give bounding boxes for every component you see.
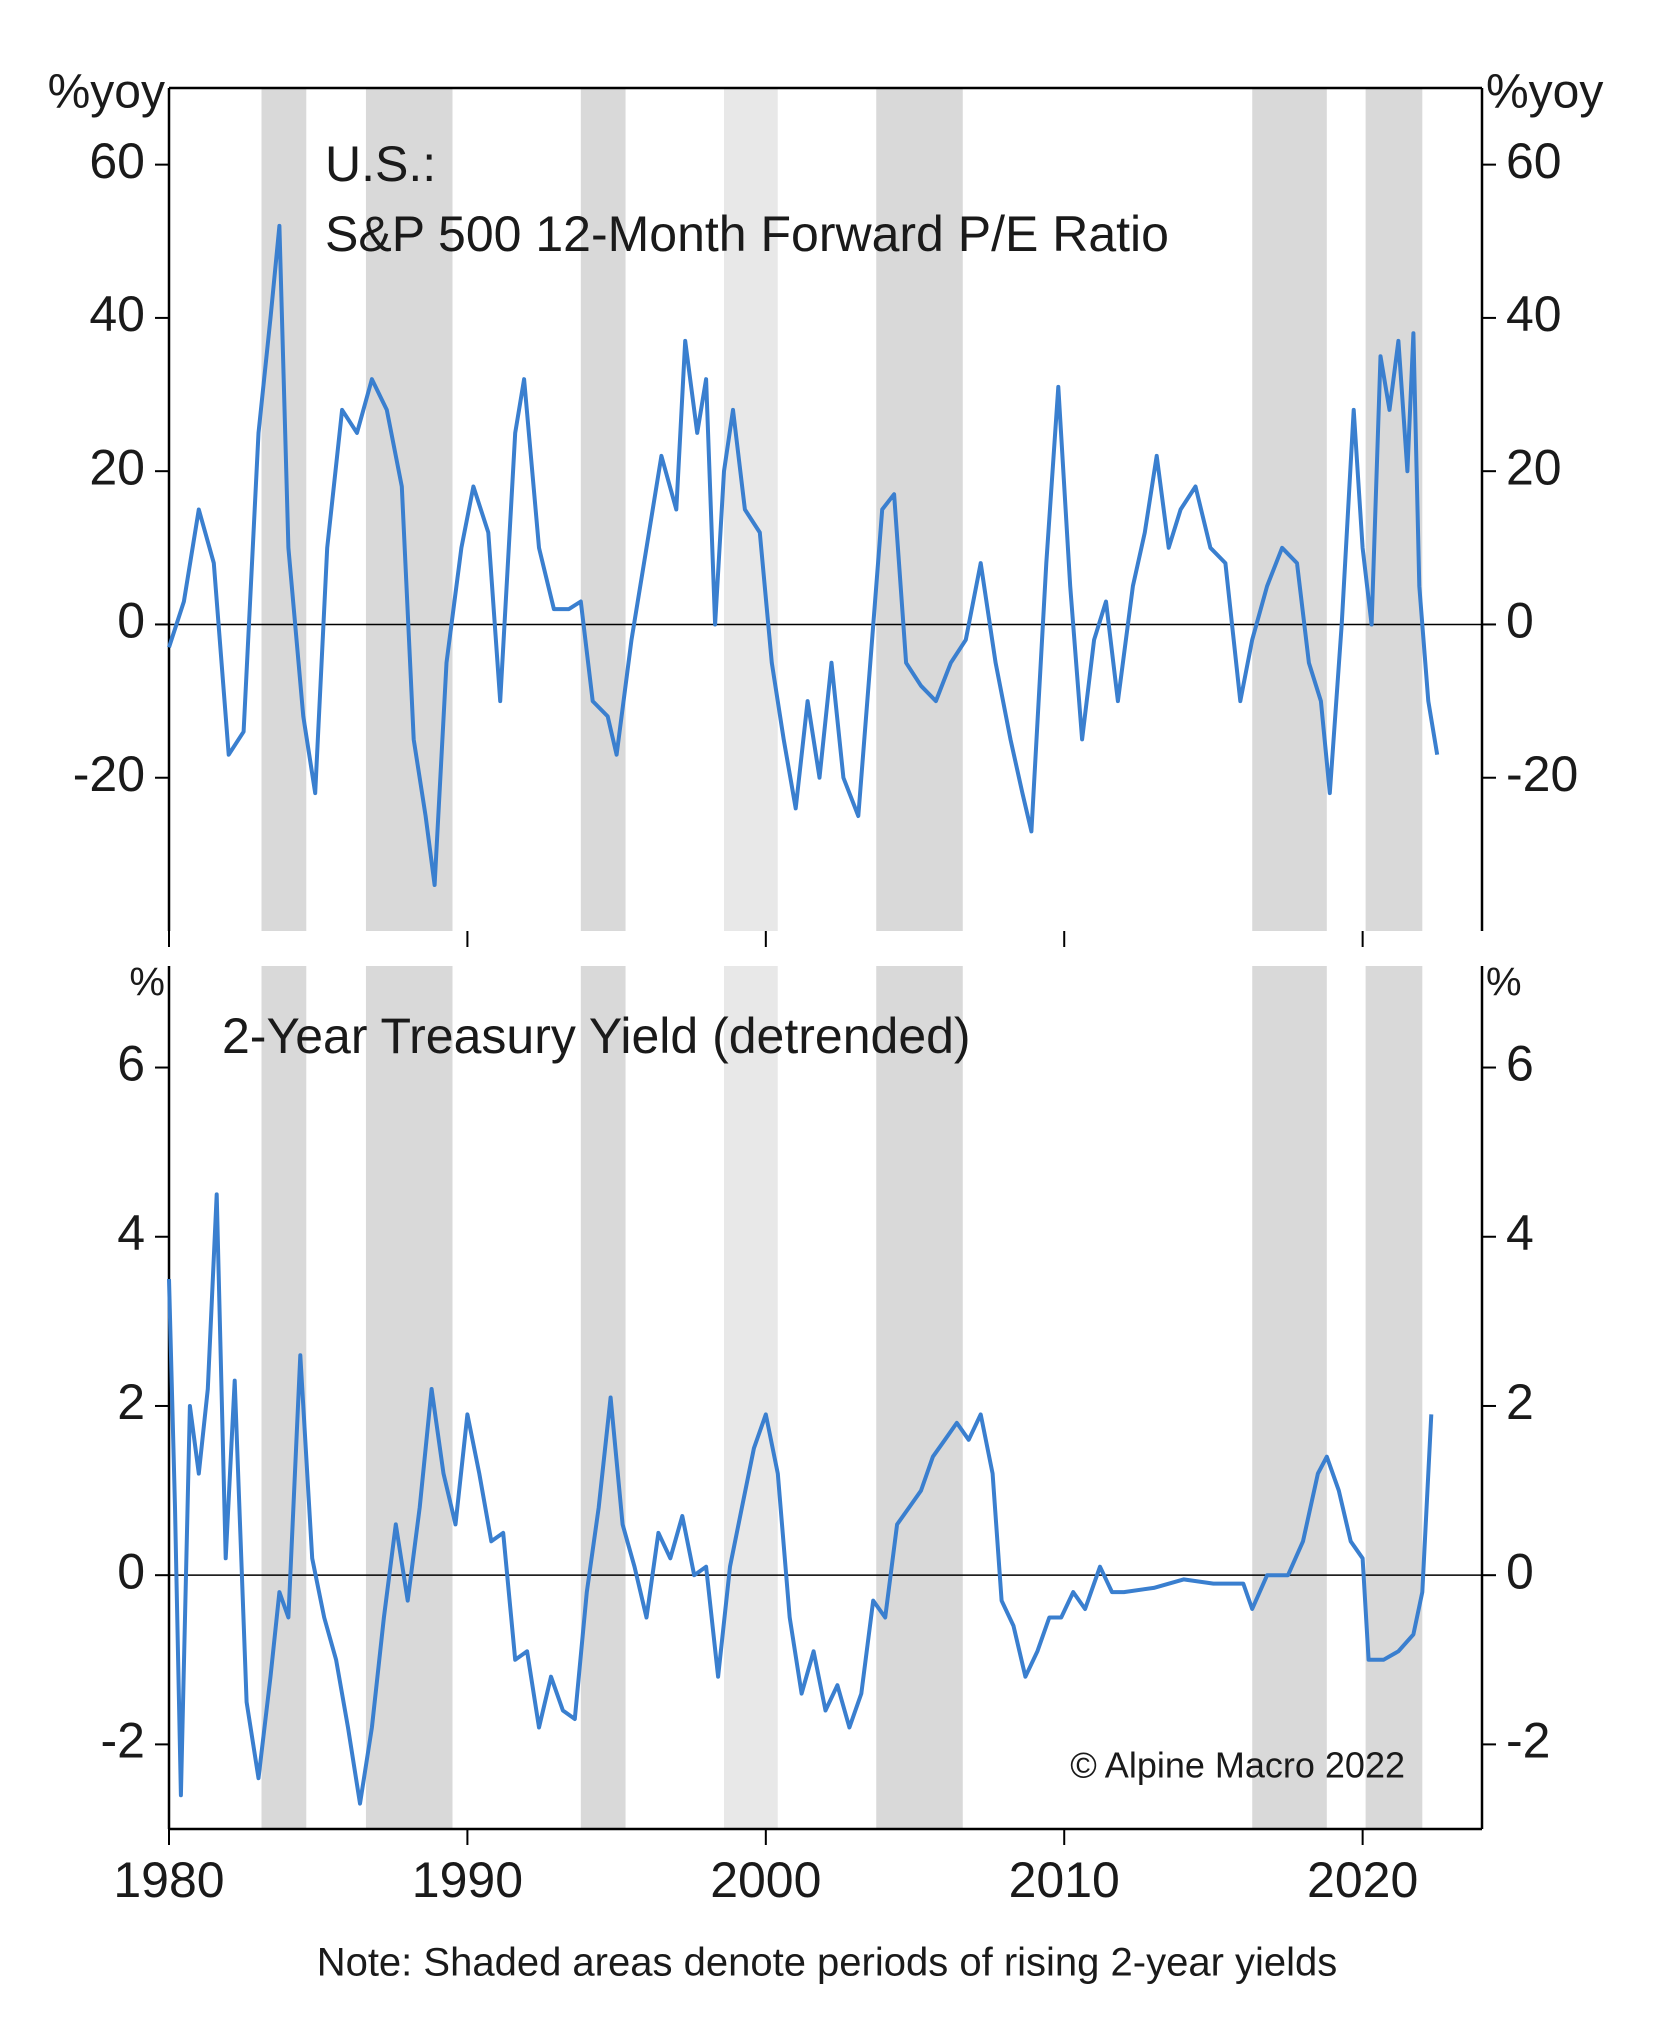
y-tick-label: 2 [117, 1374, 145, 1430]
x-tick-label: 1980 [113, 1852, 224, 1908]
y-tick-label: 40 [89, 286, 145, 342]
shaded-period [724, 88, 778, 931]
y-tick-label: -2 [101, 1713, 145, 1769]
shaded-period [365, 966, 453, 1829]
y2-tick-label: -2 [1506, 1713, 1550, 1769]
shaded-period [1252, 966, 1327, 1829]
shaded-period [580, 966, 626, 1829]
y-tick-label: 20 [89, 439, 145, 495]
shaded-period [261, 88, 307, 931]
y2-tick-label: 60 [1506, 133, 1562, 189]
line-series [167, 1192, 1434, 1806]
y-tick-label: 60 [89, 133, 145, 189]
chart-title: S&P 500 12-Month Forward P/E Ratio [325, 206, 1169, 262]
x-tick-label: 1990 [412, 1852, 523, 1908]
y-tick-label: 0 [117, 1543, 145, 1599]
shaded-period [876, 966, 963, 1829]
line-series [167, 223, 1440, 887]
y2-tick-label: 0 [1506, 1543, 1534, 1599]
y-tick-label: 0 [117, 593, 145, 649]
y2-tick-label: 2 [1506, 1374, 1534, 1430]
note: Note: Shaded areas denote periods of ris… [317, 1941, 1338, 1985]
y2-tick-label: 40 [1506, 286, 1562, 342]
x-tick-label: 2010 [1009, 1852, 1120, 1908]
copyright: © Alpine Macro 2022 [1070, 1745, 1405, 1786]
y2-tick-label: 20 [1506, 439, 1562, 495]
y2-tick-label: -20 [1506, 746, 1578, 802]
shaded-period [724, 966, 778, 1829]
y-tick-label: 4 [117, 1205, 145, 1261]
chart-title: 2-Year Treasury Yield (detrended) [222, 1008, 971, 1064]
y-tick-label: -20 [73, 746, 145, 802]
y-tick-label: 6 [117, 1036, 145, 1092]
shaded-period [1252, 88, 1327, 931]
shaded-period [1365, 966, 1423, 1829]
y-axis-unit: % [129, 961, 165, 1005]
x-tick-label: 2020 [1307, 1852, 1418, 1908]
y2-tick-label: 0 [1506, 593, 1534, 649]
chart-title: U.S.: [325, 136, 436, 192]
y2-tick-label: 6 [1506, 1036, 1534, 1092]
y2-axis-unit: %yoy [1486, 66, 1603, 119]
x-tick-label: 2000 [710, 1852, 821, 1908]
shaded-period [580, 88, 626, 931]
shaded-period [876, 88, 963, 931]
y2-axis-unit: % [1486, 961, 1522, 1005]
y-axis-unit: %yoy [48, 66, 165, 119]
y2-tick-label: 4 [1506, 1205, 1534, 1261]
